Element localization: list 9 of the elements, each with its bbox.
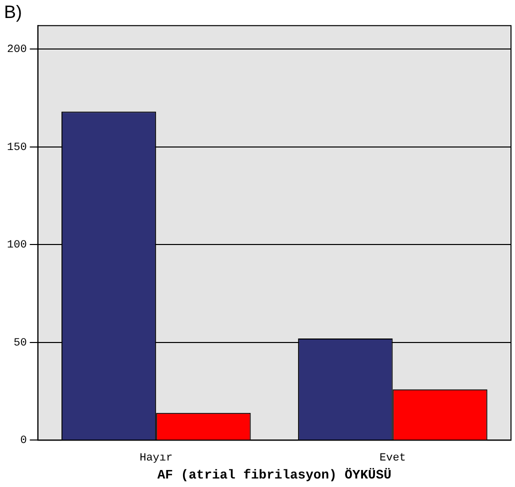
x-axis-title: AF (atrial fibrilasyon) ÖYKÜSÜ [157, 467, 392, 482]
y-tick-label: 0 [20, 435, 27, 448]
chart-title: B) [4, 2, 22, 22]
y-tick-label: 100 [6, 240, 27, 252]
x-tick-label: Evet [380, 452, 406, 465]
y-tick-label: 50 [14, 337, 27, 350]
x-tick-label: Hayır [140, 452, 173, 465]
y-tick-label: 200 [6, 44, 27, 56]
y-tick-label: 150 [6, 142, 27, 154]
